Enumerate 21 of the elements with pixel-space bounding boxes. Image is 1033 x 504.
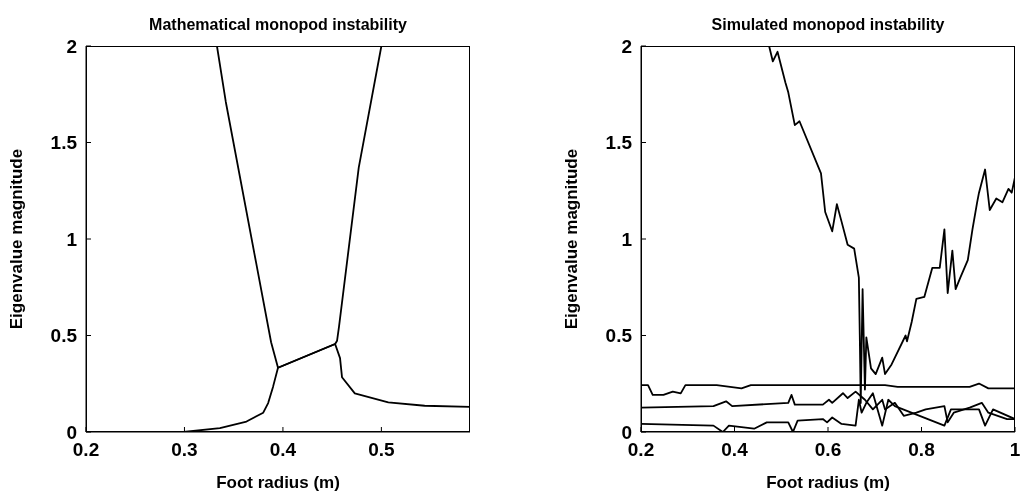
x-axis-title: Foot radius (m) [216,473,340,492]
y-tick-label: 2 [66,35,77,57]
x-tick-label: 0.8 [908,439,935,461]
x-tick-label: 0.4 [721,439,749,461]
y-tick-label: 1 [621,228,633,250]
y-tick-label: 2 [621,35,632,57]
y-axis-title: Eigenvalue magnitude [562,148,582,330]
y-tick-label: 1 [66,228,78,250]
chart-title: Mathematical monopod instability [148,16,408,34]
y-axis-title: Eigenvalue magnitude [7,148,27,330]
y-tick-label: 1.5 [50,132,78,154]
chart-title: Simulated monopod instability [710,16,946,34]
x-tick-label: 0.3 [171,439,198,461]
x-axis-title: Foot radius (m) [766,473,890,492]
y-tick-label: 1.5 [605,132,633,154]
x-tick-label: 0.6 [814,439,842,461]
x-tick-label: 1 [1009,439,1021,461]
y-tick-label: 0.5 [605,325,633,347]
x-tick-label: 0.4 [269,439,297,461]
x-tick-label: 0.5 [368,439,396,461]
y-tick-label: 0.5 [50,325,78,347]
